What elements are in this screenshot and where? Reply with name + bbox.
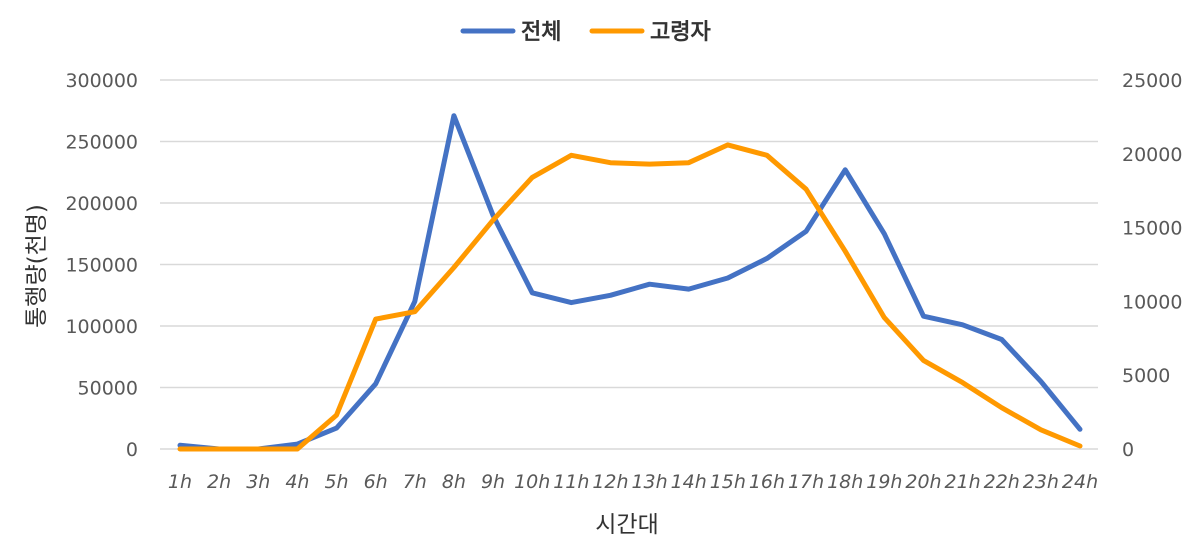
x-tick-label: 7h [403, 471, 427, 493]
x-tick-label: 20h [905, 471, 941, 493]
legend: 전체 고령자 [460, 20, 711, 45]
x-tick-label: 18h [827, 471, 863, 493]
x-axis-label: 시간대 [595, 512, 658, 538]
x-tick-label: 3h [246, 471, 270, 493]
x-tick-label: 10h [514, 471, 550, 493]
right-tick-label: 0 [1122, 439, 1134, 461]
x-tick-label: 11h [553, 471, 589, 493]
x-tick-label: 4h [285, 471, 309, 493]
x-tick-label: 12h [592, 471, 628, 493]
series-lines [177, 113, 1083, 452]
x-tick-label: 21h [944, 471, 980, 493]
x-axis-ticks: 1h 2h 3h 4h 5h 6h 7h 8h 9h 10h 11h 12h 13h 14h 15h 16h 1… [168, 471, 1098, 493]
x-tick-label: 8h [442, 471, 466, 493]
x-tick-label: 9h [481, 471, 505, 493]
left-tick-label: 300000 [65, 70, 138, 92]
right-tick-label: 25000 [1122, 70, 1182, 92]
left-tick-label: 150000 [65, 255, 138, 277]
left-axis-ticks: 0 50000 100000 150000 200000 250000 300000 [65, 70, 138, 461]
x-tick-label: 2h [207, 471, 231, 493]
series-line-1 [177, 113, 1083, 452]
right-tick-label: 15000 [1122, 218, 1182, 240]
left-tick-label: 100000 [65, 316, 138, 338]
x-tick-label: 1h [168, 471, 192, 493]
x-tick-label: 22h [984, 471, 1020, 493]
x-tick-label: 16h [749, 471, 785, 493]
grid-lines [160, 79, 1098, 450]
legend-label: 고령자 [650, 20, 711, 45]
x-tick-label: 17h [788, 471, 824, 493]
right-tick-label: 5000 [1122, 365, 1170, 387]
right-tick-label: 20000 [1122, 144, 1182, 166]
x-tick-label: 19h [866, 471, 902, 493]
y-axis-label: 통행량(천명) [24, 204, 50, 328]
x-tick-label: 24h [1062, 471, 1098, 493]
x-tick-label: 14h [671, 471, 707, 493]
x-tick-label: 5h [324, 471, 348, 493]
left-tick-label: 50000 [78, 378, 138, 400]
legend-label: 전체 [521, 20, 561, 45]
left-tick-label: 200000 [65, 193, 138, 215]
x-tick-label: 15h [710, 471, 746, 493]
right-axis-ticks: 0 5000 10000 15000 20000 25000 [1122, 70, 1182, 461]
x-tick-label: 6h [364, 471, 388, 493]
right-tick-label: 10000 [1122, 291, 1182, 313]
x-tick-label: 13h [631, 471, 667, 493]
x-tick-label: 23h [1023, 471, 1059, 493]
left-tick-label: 250000 [65, 132, 138, 154]
series-line-2 [177, 142, 1083, 452]
left-tick-label: 0 [126, 439, 138, 461]
